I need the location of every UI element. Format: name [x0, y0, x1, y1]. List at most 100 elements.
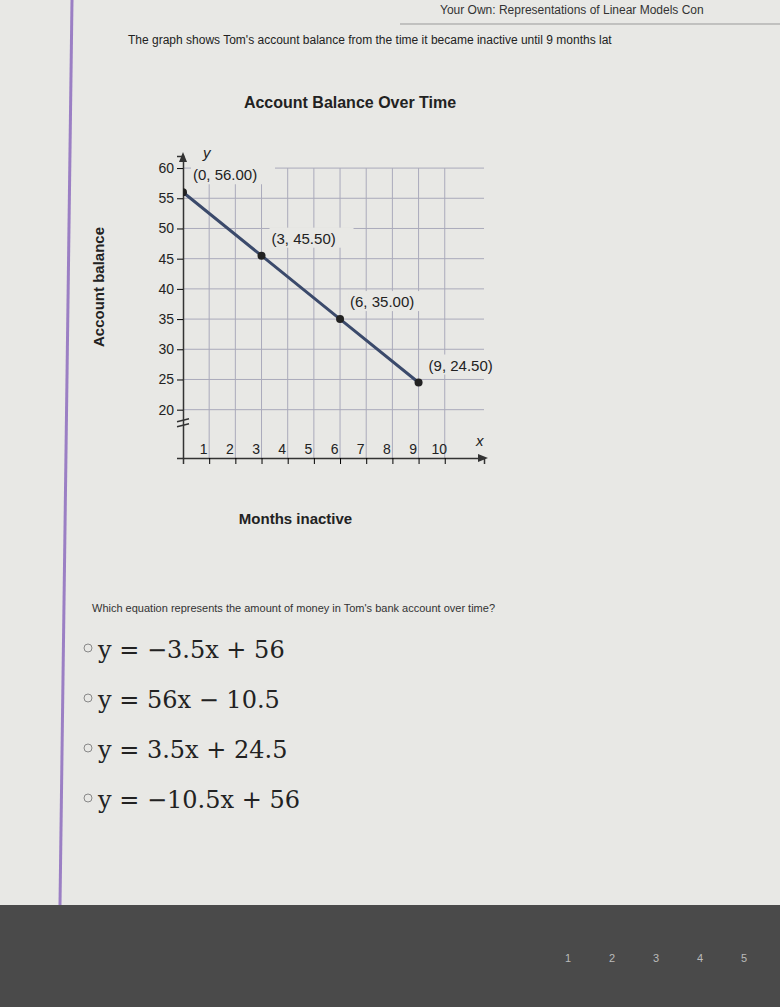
annotation-text: (9, 24.50)	[429, 357, 493, 374]
point	[183, 188, 187, 196]
x-tick-label: 10	[431, 441, 447, 457]
chart: Account Balance Over Time123456789102025…	[90, 94, 511, 527]
x-tick: 1	[200, 441, 210, 464]
annotation-text: (6, 35.00)	[350, 293, 414, 310]
grid-line-y	[183, 319, 484, 320]
axis-break	[177, 419, 189, 427]
grid-line-y	[183, 198, 484, 199]
y-axis-line	[177, 157, 184, 459]
point	[336, 315, 344, 323]
y-tick: 25	[158, 371, 183, 387]
grid-line-y	[183, 258, 484, 259]
y-tick-mark	[177, 168, 183, 169]
series-line	[183, 192, 419, 382]
x-tick: 9	[409, 441, 419, 464]
y-tick-mark	[177, 198, 183, 199]
page-number[interactable]: 1	[565, 952, 571, 964]
y-tick: 45	[158, 251, 183, 267]
radio[interactable]	[84, 644, 92, 652]
x-tick-label: 6	[331, 441, 339, 457]
y-tick-label: 30	[158, 341, 174, 357]
option[interactable]: y = −3.5x + 56	[84, 636, 285, 664]
grid-line-x	[392, 168, 393, 458]
x-axis: 123 4 5 6 78 9 10	[184, 441, 485, 464]
option[interactable]: y = 3.5x + 24.5	[84, 736, 287, 764]
grid	[183, 168, 484, 458]
radio[interactable]	[84, 794, 92, 802]
y-tick-mark	[177, 349, 183, 350]
x-tick-mark	[445, 458, 446, 464]
x-tick-mark	[340, 458, 341, 464]
x-letter: x	[475, 432, 484, 449]
question: Which equation represents the amount of …	[92, 602, 495, 614]
chart-title: Account Balance Over Time	[244, 94, 456, 111]
grid-line-x	[235, 168, 236, 458]
annotations: (0, 56.00) (3, 45.50) (6, 35.00) (9, 24.50)	[191, 164, 511, 374]
annotation: (6, 35.00)	[348, 291, 432, 311]
grid-line-y	[183, 409, 484, 410]
option[interactable]: y = 56x − 10.5	[84, 686, 280, 714]
grid-line-x	[444, 168, 445, 458]
grid-line-x	[366, 168, 367, 458]
x-tick: 7	[357, 441, 367, 464]
y-tick: 55	[158, 190, 183, 206]
y-tick-label: 55	[158, 190, 174, 206]
grid-line-y	[183, 288, 484, 289]
x-tick: 8	[383, 441, 393, 464]
x-tick-mark	[366, 458, 367, 464]
annotation: (3, 45.50)	[270, 228, 354, 248]
y-tick-label: 50	[158, 220, 174, 236]
radio[interactable]	[84, 744, 92, 752]
grid-line-y	[183, 379, 484, 380]
annotation-bg	[348, 291, 432, 311]
annotation-text: (3, 45.50)	[272, 230, 336, 247]
y-letter: y	[202, 144, 212, 161]
y-tick-label: 35	[158, 311, 174, 327]
annotation: (9, 24.50)	[427, 355, 511, 375]
annotation-bg	[427, 355, 511, 375]
page-number[interactable]: 4	[697, 952, 703, 964]
y-tick: 60	[158, 160, 183, 176]
point	[258, 252, 266, 260]
option-text[interactable]: y = 3.5x + 24.5	[97, 736, 287, 764]
grid-line-x	[287, 168, 288, 458]
x-tick: 10	[431, 441, 447, 464]
header: Your Own: Representations of Linear Mode…	[440, 3, 704, 17]
x-tick-label: 4	[278, 441, 286, 457]
x-tick-label: 3	[252, 441, 260, 457]
x-tick-mark	[262, 458, 263, 464]
y-tick: 50	[158, 220, 183, 236]
x-tick-mark	[209, 458, 210, 464]
option[interactable]: y = −10.5x + 56	[84, 786, 300, 814]
annotation-bg	[270, 228, 354, 248]
x-tick: 5	[304, 441, 314, 464]
radio[interactable]	[84, 694, 92, 702]
y-tick-mark	[177, 410, 183, 411]
y-tick: 20	[158, 402, 183, 418]
grid-line-x	[340, 168, 341, 458]
page-number[interactable]: 3	[653, 952, 659, 964]
x-tick-mark	[419, 458, 420, 464]
y-tick-label: 25	[158, 371, 174, 387]
grid-line-x	[313, 168, 314, 458]
y-axis: 20 25 30 35 40 45 50 55 60	[158, 157, 183, 459]
y-tick-mark	[177, 379, 183, 380]
x-tick: 3	[252, 441, 262, 464]
y-tick-mark	[177, 319, 183, 320]
margin-line	[60, 0, 72, 905]
y-tick-mark	[177, 259, 183, 260]
x-tick: 4	[278, 441, 288, 464]
grid-line-y	[183, 349, 484, 350]
page-number[interactable]: 5	[741, 952, 747, 964]
option-text[interactable]: y = 56x − 10.5	[97, 686, 280, 714]
y-tick: 40	[158, 281, 183, 297]
annotation: (0, 56.00)	[191, 164, 275, 184]
option-text[interactable]: y = −3.5x + 56	[97, 636, 285, 664]
y-tick-label: 40	[158, 281, 174, 297]
x-axis-line	[184, 459, 485, 465]
x-tick: 2	[226, 441, 236, 464]
x-tick-label: 8	[383, 441, 391, 457]
page-number[interactable]: 2	[609, 952, 615, 964]
y-arrow	[179, 152, 187, 162]
option-text[interactable]: y = −10.5x + 56	[97, 786, 300, 814]
